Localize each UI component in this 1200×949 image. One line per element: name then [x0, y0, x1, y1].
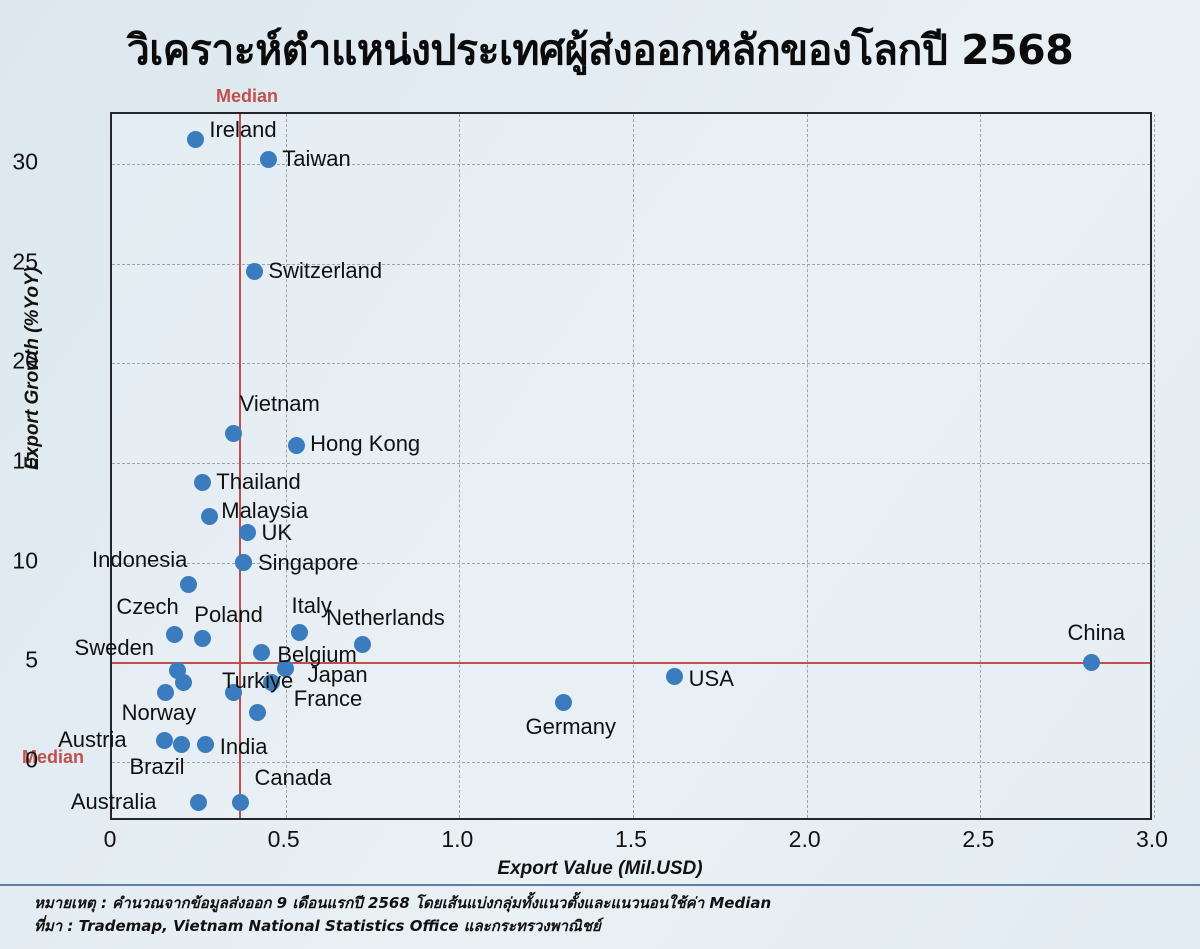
data-point-label: Hong Kong	[310, 431, 421, 457]
data-point[interactable]	[190, 793, 208, 811]
data-point[interactable]	[238, 524, 256, 542]
data-point-label: USA	[688, 666, 734, 692]
data-point-label: Canada	[254, 765, 332, 791]
median-label-horizontal: Median	[22, 747, 85, 767]
data-point-label: Australia	[70, 789, 157, 815]
gridline-vertical	[980, 114, 982, 818]
data-point-label: Sweden	[74, 634, 155, 660]
gridline-horizontal	[112, 463, 1150, 464]
x-tick-label: 1.0	[441, 826, 474, 852]
gridline-vertical	[1154, 114, 1155, 818]
data-point[interactable]	[200, 508, 218, 526]
gridline-horizontal	[112, 562, 1150, 564]
gridline-vertical	[633, 114, 634, 818]
data-point[interactable]	[291, 624, 309, 642]
x-tick-label: 1.5	[615, 826, 647, 852]
gridline-vertical	[285, 114, 287, 818]
y-tick-label: 15	[12, 447, 38, 474]
data-point[interactable]	[186, 131, 204, 149]
y-tick-label: 25	[12, 248, 38, 275]
data-point[interactable]	[235, 554, 253, 572]
data-point[interactable]	[353, 636, 371, 653]
data-point-label: Czech	[116, 593, 179, 619]
x-tick-label: 0	[103, 826, 117, 852]
data-point-label: Netherlands	[326, 604, 445, 630]
data-point[interactable]	[172, 735, 190, 753]
data-point[interactable]	[157, 683, 175, 701]
y-tick-label: 30	[12, 148, 38, 175]
gridline-horizontal	[112, 363, 1150, 365]
gridline-horizontal	[112, 762, 1150, 764]
data-point[interactable]	[263, 673, 281, 691]
data-point-label: Belgium	[277, 642, 357, 668]
data-point[interactable]	[225, 683, 243, 701]
gridline-vertical	[459, 114, 461, 818]
data-point-label: China	[1067, 620, 1125, 646]
x-axis-label: Export Value (Mil.USD)	[497, 858, 703, 879]
data-point[interactable]	[252, 643, 270, 661]
page-title: วิเคราะห์ตำแหน่งประเทศผู้ส่งออกหลักของโล…	[126, 26, 1074, 74]
data-point-label: France	[293, 686, 363, 712]
data-point-label: Vietnam	[239, 391, 320, 417]
x-tick-label: 2.0	[788, 826, 821, 852]
data-point-label: Austria	[58, 727, 127, 753]
median-line-horizontal	[112, 662, 1150, 665]
data-point[interactable]	[225, 424, 243, 442]
data-point[interactable]	[1082, 653, 1100, 671]
data-point-label: Singapore	[257, 549, 359, 575]
data-point-label: Poland	[194, 601, 263, 627]
gridline-vertical	[806, 114, 808, 818]
data-point-label: Japan	[307, 662, 368, 688]
data-point-label: Switzerland	[268, 257, 383, 283]
data-point-label: UK	[261, 519, 293, 545]
data-point-label: Indonesia	[92, 546, 188, 572]
y-tick-label: 10	[12, 547, 38, 574]
data-point[interactable]	[193, 474, 211, 492]
data-point[interactable]	[666, 667, 684, 685]
data-point-label: Germany	[525, 714, 617, 740]
x-tick-label: 3.0	[1136, 826, 1168, 852]
data-point-label: Malaysia	[221, 497, 309, 523]
data-point-label: Brazil	[129, 754, 185, 780]
data-point[interactable]	[155, 731, 173, 749]
data-point-label: Ireland	[209, 116, 277, 142]
data-point[interactable]	[174, 673, 192, 691]
data-point[interactable]	[555, 693, 573, 711]
footer-source: ที่มา : Trademap, Vietnam National Stati…	[34, 917, 601, 936]
data-point-label: Taiwan	[282, 145, 351, 171]
x-tick-label: 0.5	[267, 826, 300, 852]
data-point-label: India	[219, 734, 268, 760]
x-tick-label: 2.5	[962, 826, 995, 852]
gridline-horizontal	[112, 263, 1150, 265]
data-point[interactable]	[245, 263, 263, 281]
footer: หมายเหตุ : คำนวณจากข้อมูลส่งออก 9 เดือนแ…	[0, 884, 1200, 939]
data-point[interactable]	[197, 735, 215, 753]
y-tick-label: 5	[25, 646, 38, 673]
data-point[interactable]	[166, 626, 184, 644]
y-tick-label: 0	[25, 746, 38, 773]
data-point-label: Norway	[121, 700, 197, 726]
data-point[interactable]	[277, 659, 295, 677]
gridline-horizontal	[112, 163, 1150, 165]
data-point[interactable]	[259, 151, 277, 169]
median-line-vertical	[238, 114, 241, 818]
data-point[interactable]	[249, 703, 267, 721]
y-tick-label: 20	[12, 347, 38, 374]
data-point[interactable]	[193, 630, 211, 648]
median-label-vertical: Median	[216, 86, 279, 106]
data-point-label: Thailand	[216, 468, 301, 494]
scatter-plot: Ireland Taiwan Switzerland Vietnam Hong Kong…	[58, 112, 1155, 820]
data-point-label: Italy	[291, 592, 332, 618]
data-point[interactable]	[287, 436, 305, 454]
data-point[interactable]	[232, 793, 249, 811]
footer-note: หมายเหตุ : คำนวณจากข้อมูลส่งออก 9 เดือนแ…	[34, 894, 772, 912]
data-point[interactable]	[179, 576, 197, 594]
data-point-label: Turkiye	[221, 668, 294, 694]
